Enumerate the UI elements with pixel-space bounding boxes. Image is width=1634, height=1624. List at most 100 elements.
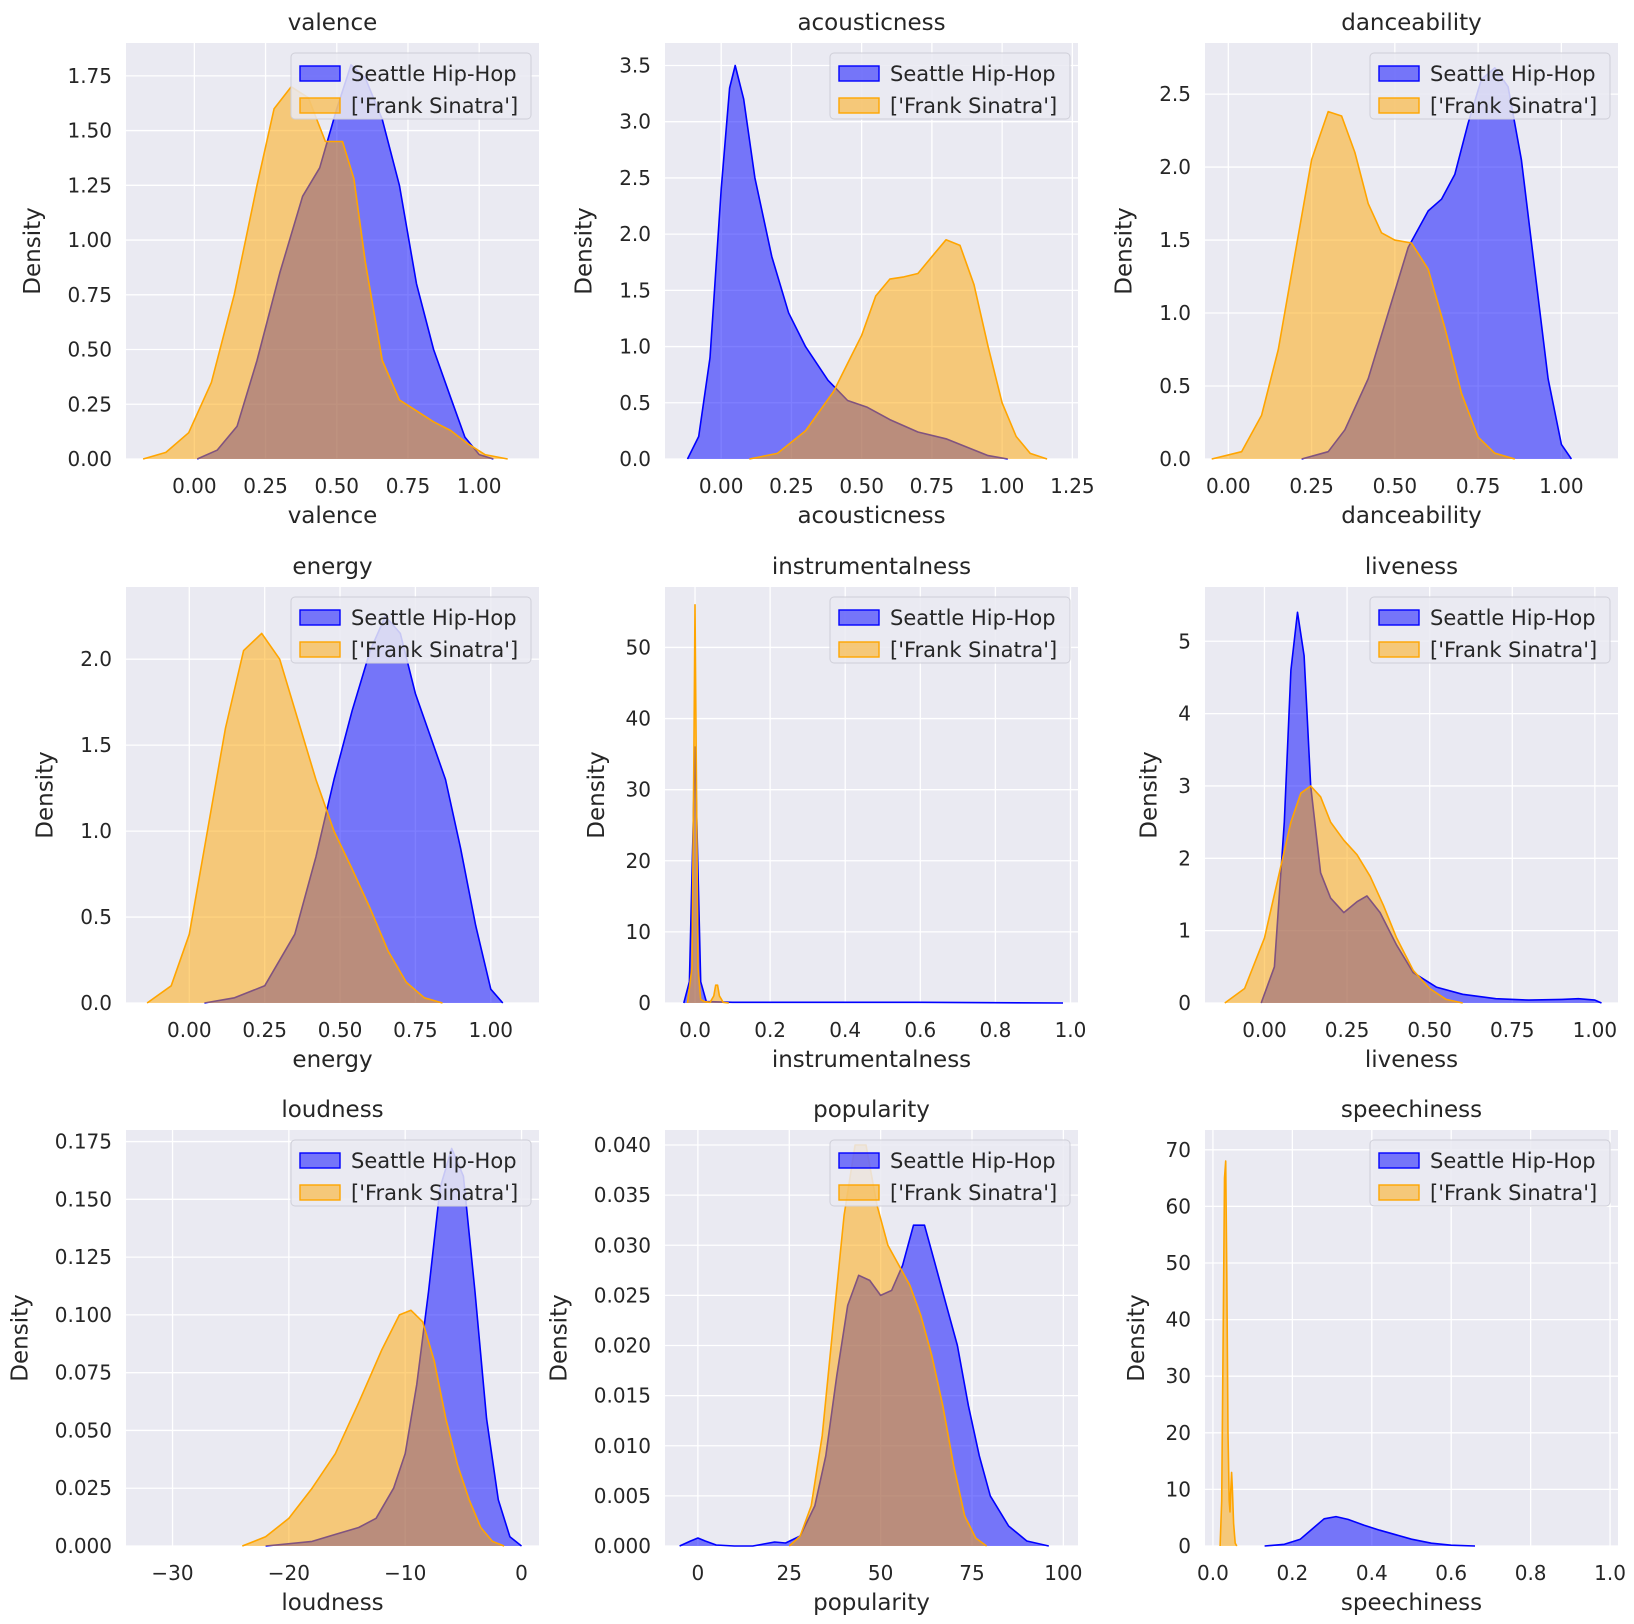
x-tick-label: 0.50	[315, 474, 360, 498]
x-axis-label: liveness	[1365, 1047, 1458, 1073]
y-tick-label: 40	[626, 707, 651, 731]
legend-swatch-sinatra	[1378, 641, 1420, 658]
legend-swatch-hiphop	[838, 609, 880, 626]
legend-swatch-sinatra	[299, 641, 341, 658]
x-axis-label: speechiness	[1341, 1590, 1482, 1616]
x-tick-label: 0.75	[393, 1018, 438, 1042]
legend-label-sinatra: ['Frank Sinatra']	[1430, 94, 1597, 118]
x-tick-label: 0.0	[679, 1018, 711, 1042]
legend-box	[1369, 52, 1611, 120]
y-axis-label: Density	[572, 207, 598, 294]
y-axis-label: Density	[1124, 1294, 1150, 1381]
legend: Seattle Hip-Hop ['Frank Sinatra']	[1369, 596, 1611, 664]
y-tick-label: 0.50	[67, 338, 112, 362]
legend-swatch-hiphop	[1378, 65, 1420, 82]
y-tick-label: 5	[1178, 629, 1191, 653]
x-tick-label: 0.6	[1435, 1561, 1467, 1585]
y-tick-label: 0.0	[80, 991, 112, 1015]
y-tick-label: 1.50	[67, 119, 112, 143]
legend-label-hiphop: Seattle Hip-Hop	[890, 62, 1056, 86]
legend-label-hiphop: Seattle Hip-Hop	[351, 606, 517, 630]
legend-box	[1369, 596, 1611, 664]
x-tick-label: 0.25	[243, 474, 288, 498]
y-tick-label: 2	[1178, 846, 1191, 870]
x-tick-label: 0	[515, 1561, 528, 1585]
y-axis-label: Density	[1137, 751, 1163, 838]
legend-swatch-sinatra	[1378, 1184, 1420, 1201]
legend: Seattle Hip-Hop ['Frank Sinatra']	[829, 1139, 1071, 1207]
y-tick-label: 0.00	[67, 447, 112, 471]
legend-label-hiphop: Seattle Hip-Hop	[1430, 62, 1596, 86]
legend: Seattle Hip-Hop ['Frank Sinatra']	[1369, 1139, 1611, 1207]
y-tick-label: 1	[1178, 919, 1191, 943]
y-tick-label: 1.0	[80, 819, 112, 843]
y-tick-label: 0.150	[55, 1187, 112, 1211]
x-tick-label: 0.8	[979, 1018, 1011, 1042]
legend-box	[1369, 1139, 1611, 1207]
y-tick-label: 0.175	[55, 1130, 112, 1154]
density-area-hiphop	[1301, 67, 1572, 460]
y-tick-label: 30	[1166, 1364, 1191, 1388]
density-line-sinatra	[686, 603, 729, 1004]
legend-swatch-sinatra	[838, 641, 880, 658]
y-axis-label: Density	[547, 1294, 573, 1381]
y-tick-label: 3.5	[619, 53, 651, 77]
legend: Seattle Hip-Hop ['Frank Sinatra']	[1369, 52, 1611, 120]
x-tick-label: 0.75	[386, 474, 431, 498]
legend-swatch-hiphop	[299, 65, 341, 82]
x-tick-label: 1.00	[457, 474, 502, 498]
y-axis-label: Density	[584, 751, 610, 838]
density-line-sinatra	[1219, 1160, 1238, 1547]
legend-box	[829, 1139, 1071, 1207]
x-axis-label: instrumentalness	[772, 1047, 971, 1073]
legend-label-sinatra: ['Frank Sinatra']	[351, 638, 518, 662]
y-tick-label: 3	[1178, 774, 1191, 798]
legend-swatch-sinatra	[838, 1184, 880, 1201]
legend-swatch-hiphop	[838, 65, 880, 82]
x-axis-label: acousticness	[797, 503, 945, 529]
density-line-sinatra	[1224, 785, 1463, 1004]
subplot-acousticness: 0.00 0.25 0.50 0.75 1.00 1.25 0.0 0.5 1.0 1.5 2.0 2…	[572, 10, 1095, 529]
y-tick-label: 0.035	[594, 1183, 651, 1207]
y-tick-label: 2.0	[80, 647, 112, 671]
legend-swatch-hiphop	[299, 1152, 341, 1169]
x-tick-label: 0.4	[1356, 1561, 1388, 1585]
y-tick-label: 40	[1166, 1308, 1191, 1332]
y-tick-label: 2.0	[619, 222, 651, 246]
y-tick-label: 0.000	[594, 1534, 651, 1558]
y-tick-label: 20	[1166, 1421, 1191, 1445]
legend-box	[829, 596, 1071, 664]
density-area-hiphop	[204, 616, 503, 1003]
y-tick-label: 30	[626, 778, 651, 802]
y-tick-label: 1.25	[67, 173, 112, 197]
x-tick-label: 75	[959, 1561, 984, 1585]
y-tick-label: 20	[626, 849, 651, 873]
density-area-sinatra	[749, 239, 1048, 459]
y-tick-label: 1.00	[67, 228, 112, 252]
y-tick-label: 0.0	[1159, 447, 1191, 471]
x-tick-label: −10	[384, 1561, 426, 1585]
x-tick-label: 0.25	[1325, 1018, 1370, 1042]
subplot-title: energy	[292, 554, 372, 580]
y-tick-label: 2.5	[619, 166, 651, 190]
subplot-title: instrumentalness	[772, 554, 971, 580]
density-line-sinatra	[749, 239, 1048, 460]
subplot-danceability: 0.00 0.25 0.50 0.75 1.00 0.0 0.5 1.0 1.5 2.0 2.5 da…	[1112, 10, 1618, 529]
y-tick-label: 0.015	[594, 1384, 651, 1408]
density-area-sinatra	[147, 633, 443, 1003]
y-tick-label: 60	[1166, 1194, 1191, 1218]
legend-box	[290, 1139, 532, 1207]
legend-label-hiphop: Seattle Hip-Hop	[351, 1149, 517, 1173]
y-axis-label: Density	[20, 207, 46, 294]
legend-swatch-sinatra	[838, 97, 880, 114]
y-tick-label: 0.125	[55, 1245, 112, 1269]
x-axis-label: popularity	[813, 1590, 930, 1616]
density-area-hiphop	[687, 65, 1008, 459]
legend-box	[829, 52, 1071, 120]
density-area-sinatra	[1224, 786, 1463, 1003]
x-tick-label: 1.25	[1050, 474, 1095, 498]
y-tick-label: 0.025	[55, 1476, 112, 1500]
y-tick-label: 0.0	[619, 447, 651, 471]
legend: Seattle Hip-Hop ['Frank Sinatra']	[829, 52, 1071, 120]
y-tick-label: 0.040	[594, 1133, 651, 1157]
